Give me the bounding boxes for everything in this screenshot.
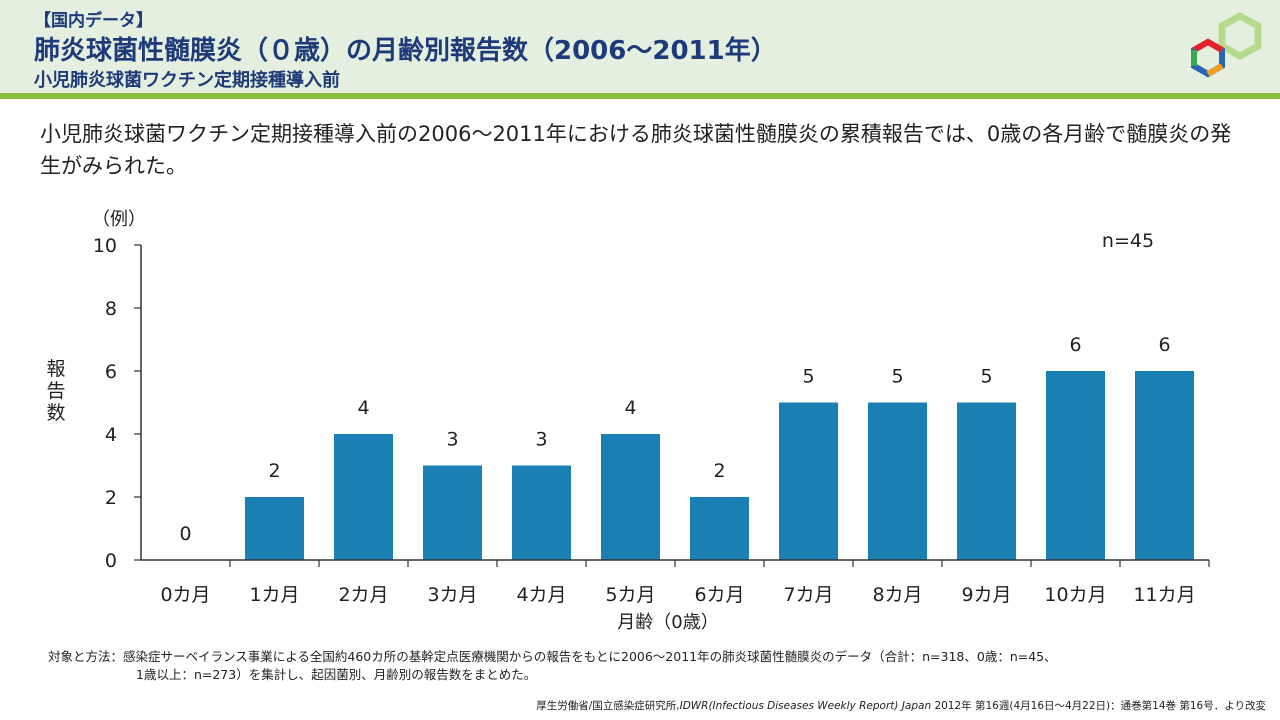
y-tick-label-1: 2 [105, 487, 117, 509]
bar-3 [423, 465, 482, 560]
data-label-4: 3 [535, 429, 547, 451]
lead-text: 小児肺炎球菌ワクチン定期接種導入前の2006～2011年における肺炎球菌性髄膜炎… [40, 122, 1232, 178]
x-tick-label-5: 5カ月 [605, 584, 655, 606]
data-label-3: 3 [446, 429, 458, 451]
y-tick-label-2: 4 [105, 424, 117, 446]
bar-9 [957, 402, 1016, 560]
x-tick-label-9: 9カ月 [961, 584, 1011, 606]
x-tick-label-11: 11カ月 [1133, 584, 1195, 606]
x-tick-label-8: 8カ月 [872, 584, 922, 606]
x-tick-label-1: 1カ月 [249, 584, 299, 606]
data-label-2: 4 [357, 397, 369, 419]
methods-note: 対象と方法：感染症サーベイランス事業による全国約460カ所の基幹定点医療機関から… [48, 648, 1248, 684]
x-tick-label-4: 4カ月 [516, 584, 566, 606]
bar-4 [512, 465, 571, 560]
bar-2 [334, 434, 393, 560]
y-tick-label-3: 6 [105, 361, 117, 383]
page-title: 肺炎球菌性髄膜炎（０歳）の月齢別報告数（2006～2011年） [34, 36, 777, 66]
y-axis-label: 報告数 [46, 358, 65, 424]
bar-8 [868, 402, 927, 560]
data-label-11: 6 [1158, 334, 1170, 356]
data-label-6: 2 [713, 460, 725, 482]
bar-10 [1046, 371, 1105, 560]
data-label-0: 0 [179, 523, 191, 545]
y-tick-label-5: 10 [93, 235, 117, 257]
x-tick-label-3: 3カ月 [427, 584, 477, 606]
source-citation: 厚生労働省/国立感染症研究所,IDWR(Infectious Diseases … [536, 698, 1266, 713]
x-tick-label-7: 7カ月 [783, 584, 833, 606]
source-journal: IDWR(Infectious Diseases Weekly Report) … [679, 700, 932, 712]
bar-5 [601, 434, 660, 560]
x-tick-label-6: 6カ月 [694, 584, 744, 606]
x-tick-label-0: 0カ月 [160, 584, 210, 606]
sample-size-annotation: n=45 [1102, 230, 1154, 252]
data-label-8: 5 [891, 366, 903, 388]
hexagon-logo-icon [1191, 12, 1262, 78]
methods-note-line2: 1歳以上：n=273）を集計し、起因菌別、月齢別の報告数をまとめた。 [136, 667, 537, 682]
bar-6 [690, 497, 749, 560]
data-label-10: 6 [1069, 334, 1081, 356]
source-prefix: 厚生労働省/国立感染症研究所, [536, 700, 680, 712]
bar-11 [1135, 371, 1194, 560]
data-label-5: 4 [624, 397, 636, 419]
bar-chart: 0 0カ月 2 1カ月 4 2カ月 3 3カ月 3 4カ月 4 5カ月 2 6カ月 5 7カ月 5 8カ月 5 9カ月… [46, 209, 1210, 633]
page-subtitle: 小児肺炎球菌ワクチン定期接種導入前 [34, 70, 340, 91]
y-unit-label: （例） [92, 209, 146, 230]
data-label-1: 2 [268, 460, 280, 482]
x-tick-label-2: 2カ月 [338, 584, 388, 606]
y-tick-label-0: 0 [105, 550, 117, 572]
x-tick-label-10: 10カ月 [1044, 584, 1106, 606]
header-tag: 【国内データ】 [34, 11, 153, 31]
methods-note-line1: 対象と方法：感染症サーベイランス事業による全国約460カ所の基幹定点医療機関から… [48, 649, 1057, 664]
source-suffix: 2012年 第16週(4月16日～4月22日)：通巻第14巻 第16号．より改変 [931, 700, 1266, 712]
x-axis-label: 月齢（0歳） [617, 612, 718, 633]
bar-1 [245, 497, 304, 560]
bar-7 [779, 402, 838, 560]
data-label-7: 5 [802, 366, 814, 388]
header-divider [0, 93, 1280, 99]
data-label-9: 5 [980, 366, 992, 388]
y-tick-label-4: 8 [105, 298, 117, 320]
header-band: 【国内データ】 肺炎球菌性髄膜炎（０歳）の月齢別報告数（2006～2011年） … [0, 0, 1280, 93]
